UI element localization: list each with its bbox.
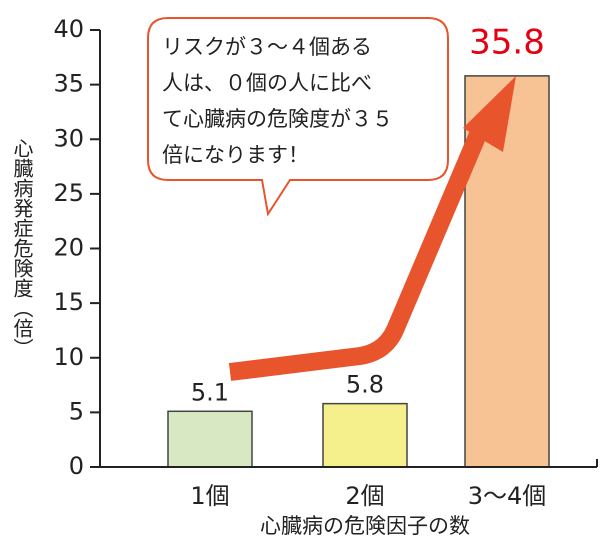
annotation-line: て心臓病の危険度が３５ [162,107,393,131]
y-tick-label: 30 [53,124,84,152]
y-tick-label: 20 [53,234,84,262]
annotation-line: リスクが３〜４個ある [162,35,372,59]
x-tick-label: 1個 [190,482,229,510]
annotation-line: 人は、０個の人に比べ [162,71,372,95]
bar [323,404,407,467]
value-label: 35.8 [469,23,545,63]
chart: 心臓病発症危険度（倍） 心臓病の危険因子の数 0 5 10 15 20 25 30 35 40 1… [0,0,609,545]
value-label: 5.1 [191,378,229,406]
y-tick-label: 5 [69,397,84,425]
x-tick-label: 2個 [345,482,384,510]
annotation-line: 倍になります！ [162,143,309,167]
x-axis-title: 心臓病の危険因子の数 [260,514,470,538]
y-tick-label: 40 [53,15,84,43]
y-axis-title: 心臓病発症危険度（倍） [10,138,34,358]
y-tick-label: 0 [69,452,84,480]
y-tick-label: 15 [53,288,84,316]
value-label: 5.8 [346,371,384,399]
bar [168,411,252,467]
x-tick-label: 3〜4個 [468,482,547,510]
y-tick-label: 25 [53,179,84,207]
y-tick-label: 10 [53,343,84,371]
y-tick-label: 35 [53,70,84,98]
